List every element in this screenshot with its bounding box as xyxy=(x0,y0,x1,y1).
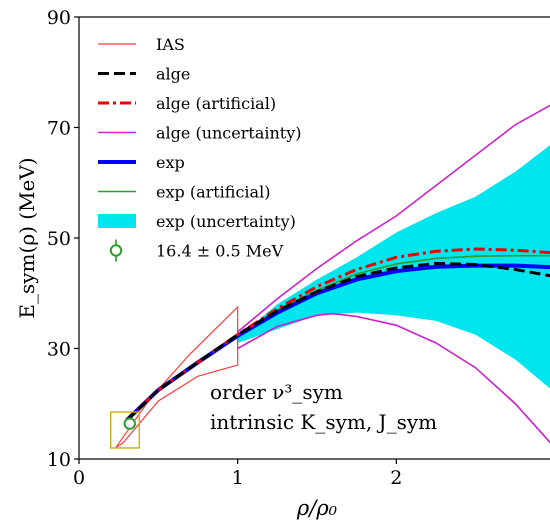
band-layer xyxy=(115,145,550,449)
legend-label: 16.4 ± 0.5 MeV xyxy=(156,242,284,261)
annotation: order ν³_sym intrinsic K_sym, J_sym xyxy=(210,380,437,434)
alge-uncertainty-lower xyxy=(237,312,550,444)
x-tick-label: 2 xyxy=(390,467,402,489)
ias-band xyxy=(115,305,239,449)
legend-label: alge (artificial) xyxy=(156,94,276,113)
legend-item: exp (artificial) xyxy=(98,183,270,202)
alge-line xyxy=(125,261,550,422)
legend-item: alge (artificial) xyxy=(98,94,276,113)
y-tick-label: 30 xyxy=(47,339,71,361)
legend-item: exp (uncertainty) xyxy=(98,212,296,231)
legend: IAS alge alge (artificial) alge (uncertaint… xyxy=(98,35,301,262)
legend-label: exp (artificial) xyxy=(156,183,270,202)
x-tick-label: 3 xyxy=(549,467,550,489)
legend-label: IAS xyxy=(156,35,185,54)
alge-artificial-line xyxy=(125,247,550,422)
highlight-box xyxy=(110,411,140,449)
x-axis-label: ρ/ρ₀ xyxy=(296,496,338,520)
y-tick-label: 10 xyxy=(47,449,71,471)
legend-item: alge (uncertainty) xyxy=(98,124,301,143)
y-tick-label: 50 xyxy=(47,228,71,250)
legend-item: alge xyxy=(98,65,190,84)
legend-label: alge xyxy=(156,65,190,84)
legend-label: alge (uncertainty) xyxy=(156,124,301,143)
y-tick-label: 90 xyxy=(47,7,71,29)
legend-item: IAS xyxy=(98,35,185,54)
line-layer xyxy=(125,104,550,444)
annotation-line: intrinsic K_sym, J_sym xyxy=(210,410,437,434)
legend-swatch xyxy=(109,244,123,257)
legend-label: exp (uncertainty) xyxy=(156,212,296,231)
annotation-line: order ν³_sym xyxy=(210,380,343,404)
legend-item: 16.4 ± 0.5 MeV xyxy=(109,239,284,262)
x-tick-label: 1 xyxy=(232,467,244,489)
alge-uncertainty-upper xyxy=(237,104,550,333)
legend-label: exp xyxy=(156,153,185,172)
x-tick-label: 0 xyxy=(73,467,85,489)
exp-uncertainty-band xyxy=(237,145,550,389)
legend-item: exp xyxy=(98,153,185,172)
y-axis-label: E_sym(ρ) (MeV) xyxy=(15,157,39,318)
y-tick-label: 70 xyxy=(47,118,71,140)
axes-layer: 0 1 2 3 10 30 50 70 90 ρ/ρ₀ E_sym(ρ) (MeV) xyxy=(15,7,550,520)
legend-swatch xyxy=(98,214,136,228)
data-point xyxy=(123,417,136,430)
marker-layer xyxy=(110,411,140,449)
